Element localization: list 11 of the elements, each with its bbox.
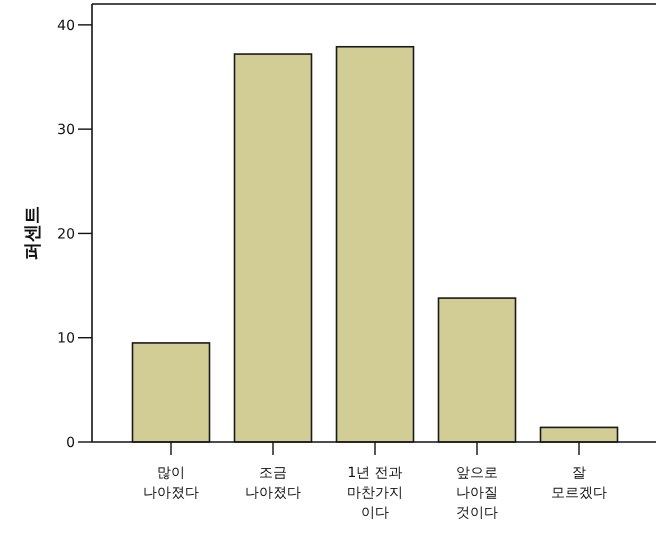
y-tick-label: 40 bbox=[57, 18, 75, 34]
y-axis-title: 퍼센트 bbox=[22, 206, 43, 260]
y-tick-label: 10 bbox=[57, 330, 75, 347]
y-tick-label: 0 bbox=[66, 435, 75, 451]
x-tick-label: 잘 모르겠다 bbox=[551, 465, 607, 501]
y-tick-label: 30 bbox=[57, 122, 75, 138]
x-tick-label: 앞으로 나아질 것이다 bbox=[456, 465, 498, 521]
x-tick-label: 1년 전과 마찬가지 이다 bbox=[347, 465, 403, 521]
x-tick-label: 조금 나아졌다 bbox=[245, 465, 301, 501]
x-tick-label: 많이 나아졌다 bbox=[143, 465, 199, 501]
y-tick-label: 20 bbox=[57, 226, 75, 242]
